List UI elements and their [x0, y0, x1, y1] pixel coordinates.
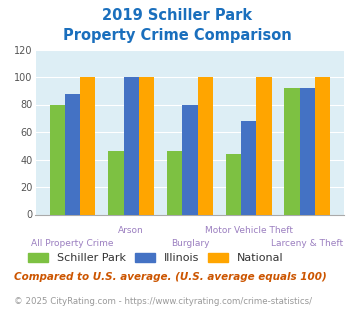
Bar [256, 77, 272, 214]
Bar [284, 88, 300, 214]
Text: © 2025 CityRating.com - https://www.cityrating.com/crime-statistics/: © 2025 CityRating.com - https://www.city… [14, 297, 312, 306]
Bar [65, 93, 80, 214]
Bar [300, 88, 315, 214]
Bar [241, 121, 256, 214]
Text: Property Crime Comparison: Property Crime Comparison [63, 28, 292, 43]
Bar [198, 77, 213, 214]
Text: Compared to U.S. average. (U.S. average equals 100): Compared to U.S. average. (U.S. average … [14, 272, 327, 282]
Bar [315, 77, 330, 214]
Bar [80, 77, 95, 214]
Bar [182, 105, 198, 214]
Bar [226, 154, 241, 214]
Bar [124, 77, 139, 214]
Text: Motor Vehicle Theft: Motor Vehicle Theft [205, 226, 293, 235]
Bar [167, 151, 182, 214]
Text: 2019 Schiller Park: 2019 Schiller Park [103, 8, 252, 23]
Text: Burglary: Burglary [171, 240, 209, 248]
Text: All Property Crime: All Property Crime [31, 240, 114, 248]
Bar [50, 105, 65, 214]
Legend: Schiller Park, Illinois, National: Schiller Park, Illinois, National [23, 248, 288, 268]
Bar [139, 77, 154, 214]
Text: Arson: Arson [118, 226, 144, 235]
Text: Larceny & Theft: Larceny & Theft [271, 240, 344, 248]
Bar [108, 151, 124, 214]
